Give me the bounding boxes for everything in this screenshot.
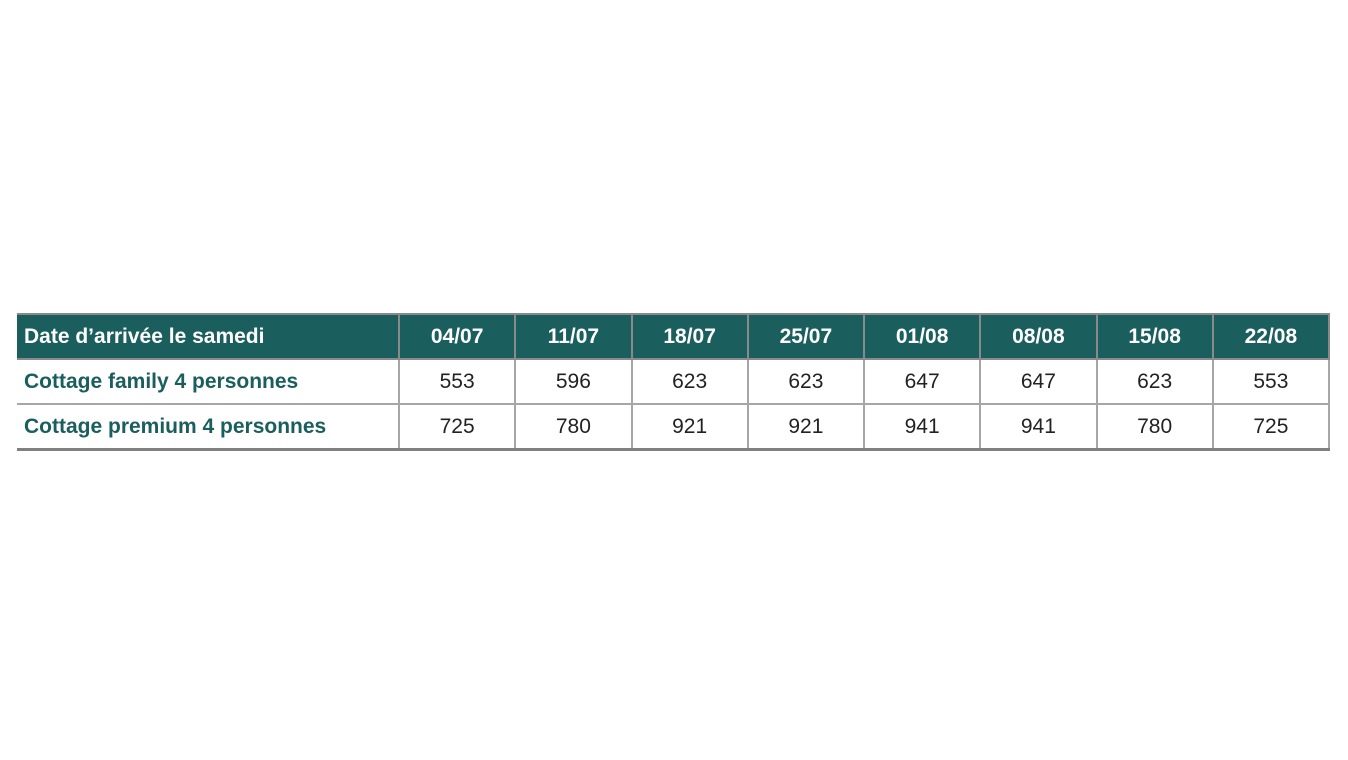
date-header: 22/08 [1211, 313, 1331, 360]
price-cell: 941 [979, 403, 1098, 451]
header-label: Date d’arrivée le samedi [17, 313, 400, 360]
price-cell: 596 [514, 358, 633, 405]
date-header: 15/08 [1095, 313, 1214, 360]
price-cell: 921 [630, 403, 749, 451]
price-cell: 623 [746, 358, 866, 405]
price-cell: 623 [630, 358, 749, 405]
date-header: 18/07 [630, 313, 749, 360]
header-row: Date d’arrivée le samedi 04/07 11/07 18/… [17, 313, 1331, 360]
date-header: 04/07 [397, 313, 517, 360]
date-header: 25/07 [746, 313, 866, 360]
price-cell: 780 [1095, 403, 1214, 451]
price-cell: 941 [862, 403, 982, 451]
date-header: 08/08 [979, 313, 1098, 360]
price-cell: 553 [1211, 358, 1331, 405]
table-row: Cottage family 4 personnes 553 596 623 6… [17, 358, 1331, 405]
table-row: Cottage premium 4 personnes 725 780 921 … [17, 403, 1331, 451]
date-header: 01/08 [862, 313, 982, 360]
price-cell: 647 [862, 358, 982, 405]
price-cell: 623 [1095, 358, 1214, 405]
price-cell: 725 [397, 403, 517, 451]
date-header: 11/07 [514, 313, 633, 360]
price-table: Date d’arrivée le samedi 04/07 11/07 18/… [17, 313, 1331, 451]
price-cell: 921 [746, 403, 866, 451]
row-label: Cottage premium 4 personnes [17, 403, 400, 451]
price-cell: 647 [979, 358, 1098, 405]
price-cell: 725 [1211, 403, 1331, 451]
row-label: Cottage family 4 personnes [17, 358, 400, 405]
price-cell: 780 [514, 403, 633, 451]
price-cell: 553 [397, 358, 517, 405]
